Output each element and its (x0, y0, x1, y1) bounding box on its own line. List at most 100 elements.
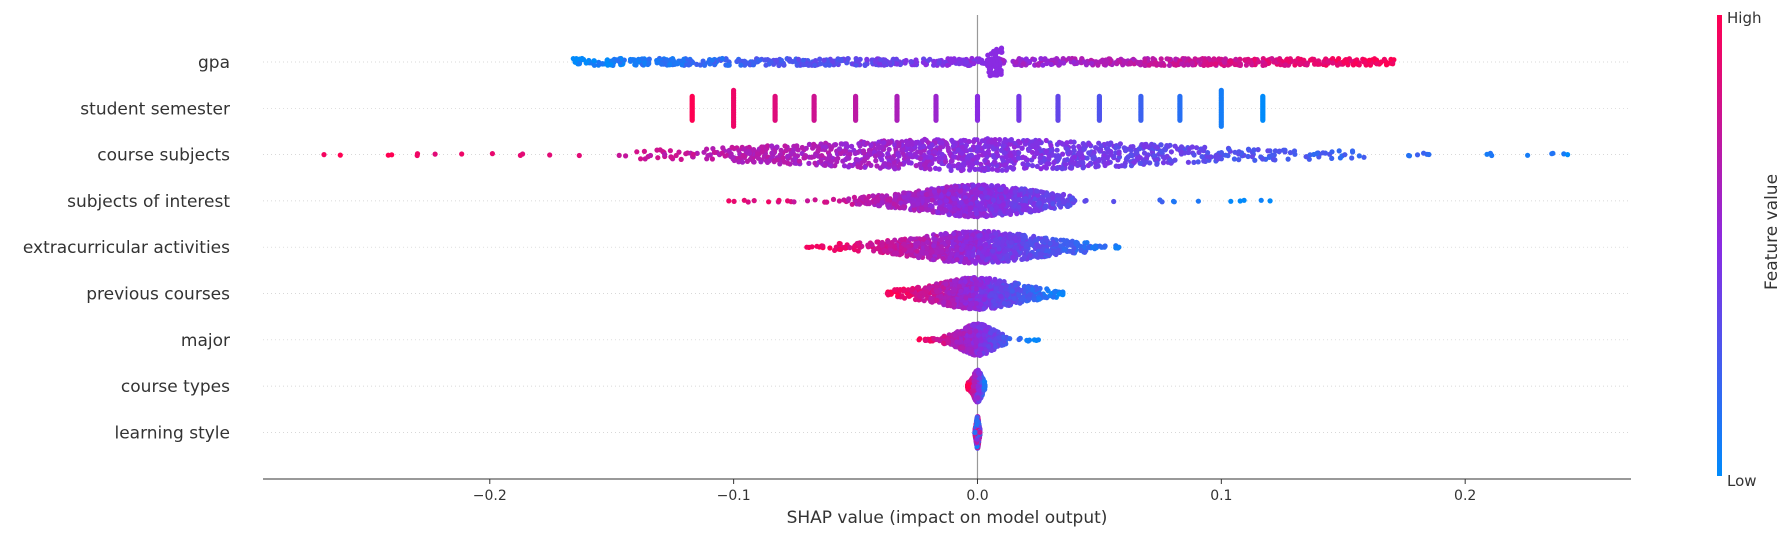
shap-point-extracurricular-activities (892, 250, 898, 257)
shap-point-gpa (795, 56, 802, 62)
shap-point-course-subjects (1565, 152, 1571, 158)
shap-point-subjects-of-interest (936, 188, 942, 194)
shap-point-student-semester (974, 117, 981, 123)
shap-point-gpa (1325, 58, 1331, 64)
shap-point-student-semester (1055, 117, 1061, 123)
shap-point-gpa (1164, 56, 1170, 62)
shap-point-course-subjects (1131, 159, 1137, 165)
shap-point-course-subjects (1414, 152, 1421, 158)
shap-point-course-subjects (1016, 150, 1022, 156)
shap-point-course-subjects (844, 155, 851, 161)
shap-point-extracurricular-activities (940, 255, 946, 262)
shap-point-course-subjects (1356, 153, 1362, 159)
shap-point-course-subjects (1091, 154, 1097, 160)
shap-point-gpa (1061, 60, 1067, 66)
shap-point-course-subjects (1165, 143, 1171, 149)
shap-point-course-subjects (1137, 160, 1143, 166)
shap-point-gpa (1023, 56, 1029, 62)
shap-point-course-subjects (1421, 150, 1427, 156)
shap-point-course-subjects (795, 147, 801, 153)
shap-point-course-subjects (842, 148, 849, 154)
shap-point-gpa (826, 62, 833, 68)
shap-point-course-subjects (959, 150, 965, 156)
shap-point-course-subjects (846, 164, 852, 170)
shap-point-course-subjects (837, 146, 843, 152)
shap-point-subjects-of-interest (952, 206, 958, 212)
shap-point-course-subjects (1245, 146, 1252, 152)
shap-point-gpa (1208, 61, 1214, 68)
shap-point-course-subjects (1081, 146, 1087, 152)
shap-point-subjects-of-interest (990, 197, 997, 203)
shap-point-gpa (1366, 57, 1372, 63)
shap-point-course-subjects (1484, 151, 1490, 157)
shap-point-course-subjects (746, 148, 752, 155)
shap-point-course-subjects (1186, 146, 1192, 152)
shap-point-course-subjects (989, 166, 996, 172)
shap-point-subjects-of-interest (945, 203, 952, 209)
shap-point-gpa (1173, 62, 1179, 68)
shap-point-course-subjects (1062, 157, 1068, 163)
shap-point-extracurricular-activities (1043, 237, 1049, 243)
shap-point-subjects-of-interest (976, 203, 983, 209)
shap-point-student-semester (1260, 117, 1266, 123)
shap-point-gpa (881, 58, 888, 64)
shap-point-extracurricular-activities (847, 245, 853, 251)
shap-point-course-subjects (1122, 148, 1129, 154)
shap-point-course-subjects (826, 153, 833, 159)
shap-point-course-subjects (1314, 151, 1320, 157)
shap-point-course-subjects (1342, 152, 1348, 158)
shap-point-extracurricular-activities (874, 239, 880, 245)
shap-point-course-subjects (885, 151, 891, 157)
shap-point-subjects-of-interest (873, 198, 879, 204)
shap-point-gpa (756, 57, 762, 63)
shap-point-course-subjects (913, 139, 919, 146)
shap-point-gpa (1097, 59, 1103, 65)
shap-point-subjects-of-interest (804, 198, 811, 204)
shap-point-gpa (778, 57, 785, 64)
shap-point-course-subjects (803, 145, 809, 151)
shap-point-extracurricular-activities (1092, 243, 1099, 249)
shap-point-course-subjects (939, 140, 945, 146)
shap-point-course-subjects (855, 157, 861, 163)
shap-point-subjects-of-interest (1061, 199, 1067, 205)
shap-point-course-subjects (1080, 155, 1086, 161)
shap-point-extracurricular-activities (1012, 235, 1018, 241)
shap-point-course-subjects (1291, 148, 1298, 154)
shap-point-subjects-of-interest (1039, 189, 1045, 195)
shap-point-course-subjects (994, 167, 1000, 173)
shap-point-extracurricular-activities (1008, 239, 1014, 245)
shap-point-gpa (823, 62, 829, 68)
shap-point-extracurricular-activities (1050, 249, 1056, 255)
shap-point-course-subjects (1048, 142, 1054, 149)
shap-point-course-subjects (1023, 138, 1029, 144)
shap-point-course-subjects (1105, 160, 1111, 166)
shap-point-course-subjects (1068, 139, 1074, 145)
shap-point-subjects-of-interest (1014, 211, 1020, 217)
shap-point-course-subjects (1084, 155, 1090, 161)
shap-point-subjects-of-interest (830, 196, 837, 202)
shap-point-gpa (1242, 57, 1248, 63)
shap-point-subjects-of-interest (968, 205, 974, 211)
shap-point-subjects-of-interest (998, 186, 1004, 192)
shap-point-subjects-of-interest (1021, 202, 1027, 208)
shap-point-gpa (877, 57, 884, 63)
shap-point-gpa (1201, 62, 1207, 68)
shap-point-gpa (1142, 62, 1148, 68)
shap-point-gpa (1228, 59, 1234, 65)
shap-point-course-subjects (796, 158, 803, 164)
shap-point-course-subjects (982, 157, 988, 164)
shap-point-course-subjects (1105, 141, 1111, 147)
shap-point-course-subjects (1051, 159, 1057, 165)
shap-point-gpa (584, 59, 590, 65)
shap-point-course-subjects (927, 166, 933, 172)
shap-point-gpa (996, 49, 1002, 55)
shap-point-course-subjects (690, 151, 696, 157)
shap-point-course-subjects (676, 149, 682, 155)
shap-point-course-subjects (932, 149, 938, 155)
shap-point-extracurricular-activities (931, 236, 937, 242)
shap-point-extracurricular-activities (984, 251, 990, 257)
shap-point-subjects-of-interest (879, 200, 885, 206)
shap-point-course-subjects (1236, 149, 1242, 155)
shap-point-course-subjects (1085, 162, 1091, 169)
shap-point-gpa (894, 61, 900, 67)
